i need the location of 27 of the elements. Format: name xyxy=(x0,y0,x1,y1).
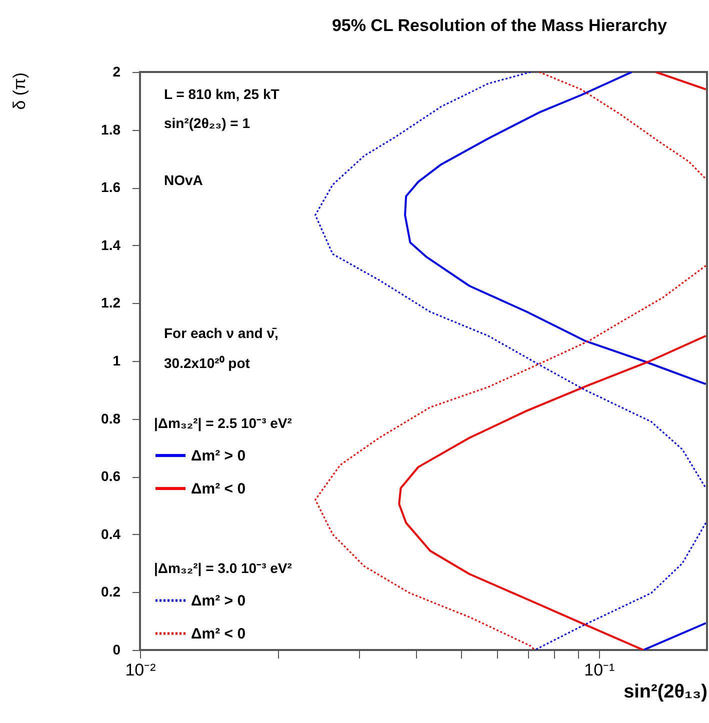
y-tick-label: 0.6 xyxy=(101,468,121,484)
annotation: |Δm₃₂²| = 3.0 10⁻³ eV² xyxy=(154,560,292,577)
y-tick-label: 1.2 xyxy=(101,294,121,311)
y-tick-label: 0 xyxy=(112,642,121,658)
annotation: sin²(2θ₂₃) = 1 xyxy=(164,115,250,131)
y-tick-label: 1.4 xyxy=(101,236,121,253)
y-tick-label: 1 xyxy=(112,352,121,368)
annotation: NOvA xyxy=(164,172,203,188)
y-tick-label: 0.2 xyxy=(101,584,121,600)
legend-label: Δm² < 0 xyxy=(191,626,246,642)
legend-label: Δm² > 0 xyxy=(191,592,246,610)
chart-title: 95% CL Resolution of the Mass Hierarchy xyxy=(332,16,668,35)
y-tick-label: 1.6 xyxy=(101,179,121,196)
x-tick-label: 10⁻² xyxy=(125,660,156,680)
y-tick-label: 2 xyxy=(112,64,121,80)
y-axis-title: δ (π) xyxy=(10,72,30,110)
annotation: 30.2x10²⁰ pot xyxy=(164,355,250,371)
annotation: |Δm₃₂²| = 2.5 10⁻³ eV² xyxy=(154,415,292,432)
y-tick-label: 0.4 xyxy=(101,526,121,542)
annotation: For each ν and ν̄, xyxy=(164,325,278,341)
legend-label: Δm² < 0 xyxy=(191,480,246,498)
x-axis-title: sin²(2θ₁₃) xyxy=(624,682,708,702)
y-tick-label: 1.8 xyxy=(101,121,121,138)
legend-label: Δm² > 0 xyxy=(191,448,246,464)
x-tick-label: 10⁻¹ xyxy=(584,660,616,680)
y-tick-label: 0.8 xyxy=(101,410,121,426)
annotation: L = 810 km, 25 kT xyxy=(164,86,280,102)
